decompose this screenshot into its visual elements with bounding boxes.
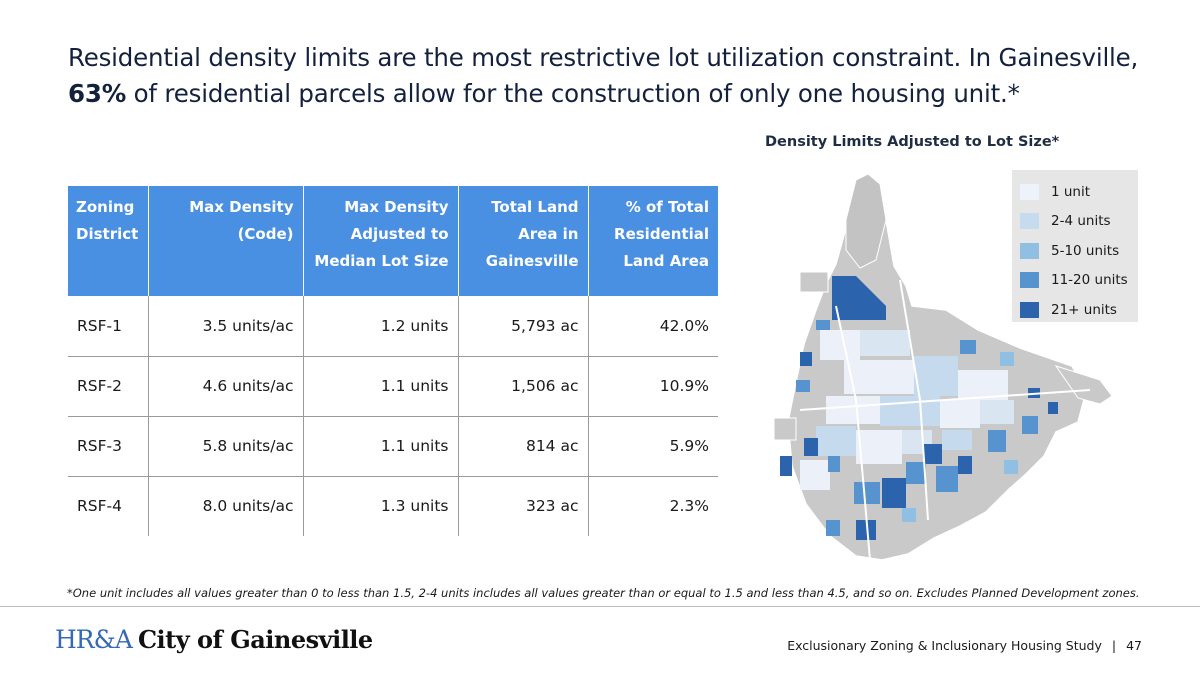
header-pct-residential-area: % of Total Residential Land Area: [588, 186, 718, 296]
cell-land-area: 323 ac: [458, 476, 589, 536]
map-title: Density Limits Adjusted to Lot Size*: [765, 134, 1060, 150]
legend-item: 11-20 units: [1020, 266, 1130, 296]
header-total-land-area: Total Land Area in Gainesville: [458, 186, 589, 296]
cell-adjusted: 1.3 units: [303, 476, 459, 536]
table-row: RSF-1 3.5 units/ac 1.2 units 5,793 ac 42…: [68, 296, 718, 357]
cell-pct: 5.9%: [588, 416, 718, 477]
cell-district: RSF-2: [68, 356, 149, 417]
table-row: RSF-3 5.8 units/ac 1.1 units 814 ac 5.9%: [68, 416, 718, 477]
cell-pct: 42.0%: [588, 296, 718, 357]
cell-adjusted: 1.1 units: [303, 416, 459, 477]
header-adjusted-density: Max Density Adjusted to Median Lot Size: [303, 186, 459, 296]
legend-item: 1 unit: [1020, 177, 1130, 207]
legend-label: 2-4 units: [1051, 213, 1111, 230]
headline: Residential density limits are the most …: [68, 40, 1148, 112]
table-row: RSF-4 8.0 units/ac 1.3 units 323 ac 2.3%: [68, 476, 718, 536]
cell-max-density: 4.6 units/ac: [148, 356, 304, 417]
headline-text-2: of residential parcels allow for the con…: [126, 79, 1020, 108]
footer-logo: HR&A City of Gainesville: [55, 622, 373, 656]
footer-separator: |: [1111, 638, 1117, 653]
cell-land-area: 814 ac: [458, 416, 589, 477]
cell-pct: 2.3%: [669, 497, 709, 516]
cell-land-area: 1,506 ac: [458, 356, 589, 417]
legend-swatch: [1020, 183, 1039, 200]
page-number: 47: [1126, 638, 1142, 653]
cell-pct: 10.9%: [588, 356, 718, 417]
residential-parcels: [800, 330, 1014, 490]
cell-adjusted: 1.2 units: [303, 296, 459, 357]
hra-logo-mark: HR&A: [55, 624, 133, 654]
legend-label: 5-10 units: [1051, 242, 1120, 259]
legend-item: 21+ units: [1020, 295, 1130, 325]
legend-swatch: [1020, 272, 1039, 289]
table-row: RSF-2 4.6 units/ac 1.1 units 1,506 ac 10…: [68, 356, 718, 417]
footnote: *One unit includes all values greater th…: [67, 586, 1140, 600]
header-max-density: Max Density (Code): [148, 186, 304, 296]
high-density-parcels: [780, 320, 1058, 540]
legend-label: 1 unit: [1051, 183, 1091, 200]
study-title: Exclusionary Zoning & Inclusionary Housi…: [787, 638, 1102, 653]
map-legend: 1 unit 2-4 units 5-10 units 11-20 units …: [1012, 170, 1138, 322]
legend-label: 11-20 units: [1051, 272, 1128, 289]
legend-label: 21+ units: [1051, 301, 1117, 318]
footer-divider: [0, 606, 1200, 607]
footer-study-info: Exclusionary Zoning & Inclusionary Housi…: [787, 638, 1142, 653]
headline-emphasis: 63%: [68, 79, 127, 108]
cell-adjusted: 1.1 units: [303, 356, 459, 417]
legend-item: 2-4 units: [1020, 207, 1130, 237]
zoning-table: Zoning District Max Density (Code) Max D…: [68, 186, 718, 536]
legend-item: 5-10 units: [1020, 236, 1130, 266]
table-header-row: Zoning District Max Density (Code) Max D…: [68, 186, 718, 296]
cell-district: RSF-1: [68, 296, 149, 357]
cell-max-density: 5.8 units/ac: [148, 416, 304, 477]
legend-swatch: [1020, 213, 1039, 230]
cell-max-density: 8.0 units/ac: [148, 476, 304, 536]
cell-district: RSF-4: [68, 476, 149, 536]
legend-swatch: [1020, 242, 1039, 259]
cell-district: RSF-3: [68, 416, 149, 477]
cell-land-area: 5,793 ac: [458, 296, 589, 357]
city-logo-text: City of Gainesville: [137, 624, 373, 654]
cell-max-density: 3.5 units/ac: [148, 296, 304, 357]
legend-swatch: [1020, 301, 1039, 318]
density-map: [773, 173, 1113, 561]
headline-text-1: Residential density limits are the most …: [68, 43, 1139, 72]
header-zoning-district: Zoning District: [68, 186, 149, 296]
